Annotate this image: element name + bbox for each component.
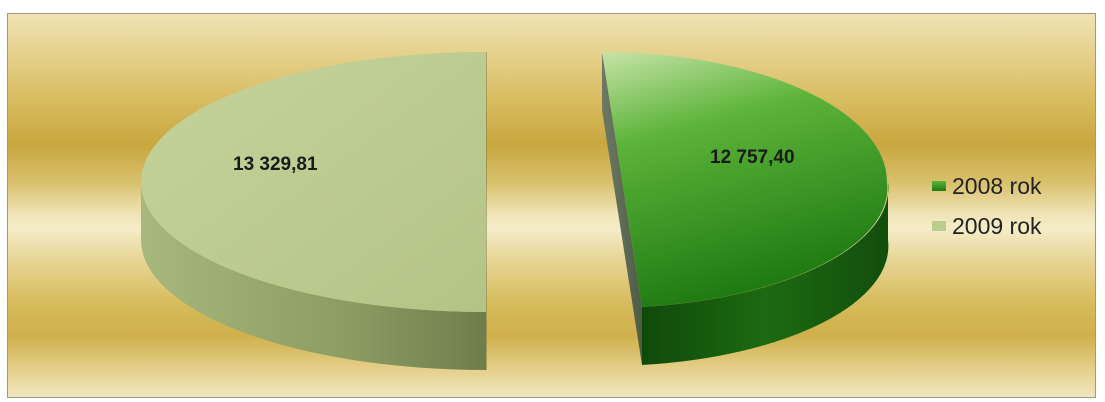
slice-2009-side [141,182,486,370]
legend-label-2009: 2009 rok [952,212,1042,239]
data-label-2008: 12 757,40 [710,147,795,168]
slice-2008-side [642,182,889,365]
slice-2008-cut [602,52,642,365]
legend-swatch-2008 [932,181,946,191]
data-label-2009: 13 329,81 [233,154,318,175]
legend-label-2008: 2008 rok [952,172,1042,199]
legend-swatch-2009 [932,221,946,231]
legend-item-2009: 2009 rok [922,206,1042,246]
legend-item-2008: 2008 rok [922,166,1042,206]
legend: 2008 rok 2009 rok [922,166,1042,246]
slice-2009 [141,52,486,312]
slice-2008 [602,52,888,307]
